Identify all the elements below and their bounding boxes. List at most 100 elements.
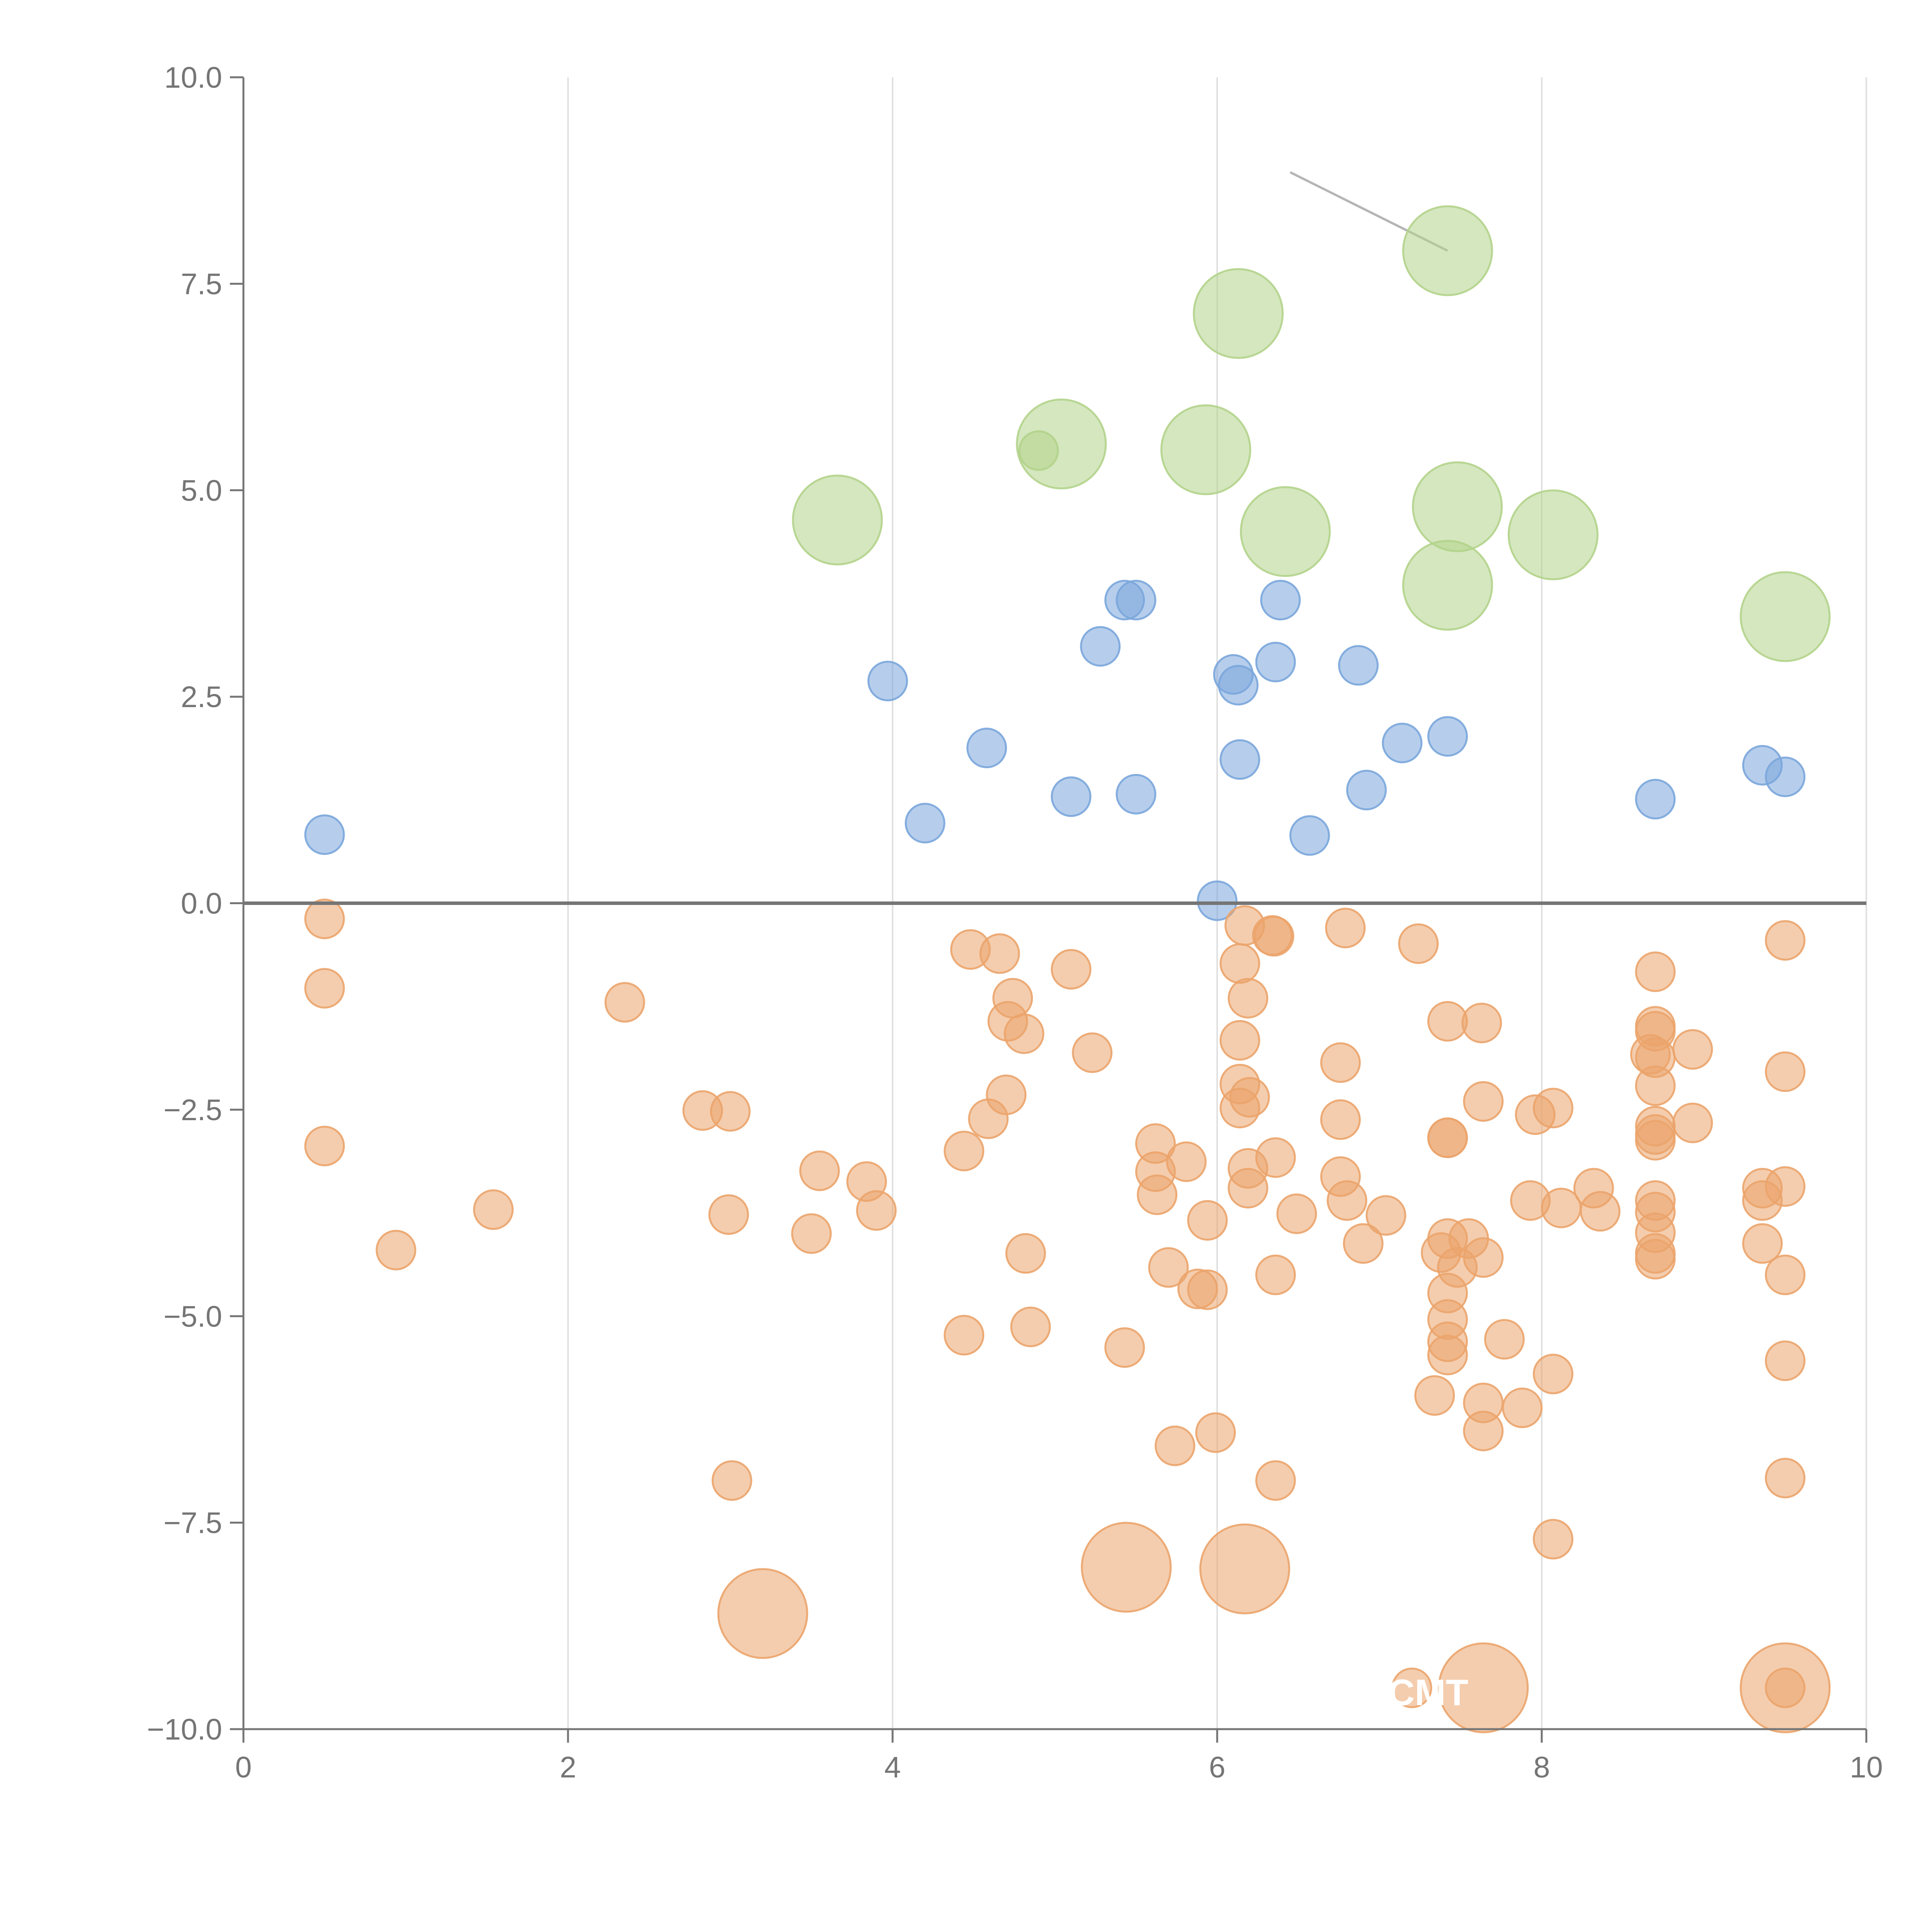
data-point xyxy=(1218,665,1259,706)
data-point xyxy=(1765,920,1806,961)
data-point xyxy=(1320,1099,1361,1140)
data-point xyxy=(966,728,1007,769)
data-point xyxy=(1197,880,1238,921)
data-point xyxy=(944,1315,985,1355)
data-point xyxy=(1580,1191,1621,1232)
data-point xyxy=(1463,1237,1504,1278)
data-point xyxy=(1010,1306,1051,1347)
data-point xyxy=(1635,1239,1676,1280)
data-point xyxy=(1412,461,1503,552)
data-point xyxy=(1276,1193,1317,1234)
data-point xyxy=(856,1190,897,1231)
data-point xyxy=(1463,1081,1504,1122)
data-point xyxy=(1289,815,1330,856)
data-point xyxy=(1507,489,1599,580)
data-point xyxy=(799,1150,840,1191)
data-point xyxy=(1255,641,1296,682)
data-point xyxy=(1463,1410,1504,1451)
data-point xyxy=(1502,1388,1543,1429)
data-point xyxy=(1148,1247,1189,1288)
data-point xyxy=(1765,1458,1806,1498)
data-point xyxy=(304,968,345,1009)
data-point xyxy=(1116,774,1156,815)
data-point xyxy=(1104,1327,1145,1368)
data-point xyxy=(979,933,1020,974)
data-point xyxy=(1166,1141,1207,1182)
y-tick-label: 5.0 xyxy=(181,474,222,507)
data-point xyxy=(905,803,946,844)
y-tick-label: 7.5 xyxy=(181,267,222,301)
data-point xyxy=(1320,1042,1361,1083)
x-tick-label: 6 xyxy=(1209,1751,1226,1784)
data-point xyxy=(1438,1642,1529,1733)
data-point xyxy=(1199,1523,1290,1614)
data-point xyxy=(1343,1223,1384,1264)
data-point xyxy=(304,814,345,855)
data-point xyxy=(791,1213,832,1254)
data-point xyxy=(1240,486,1331,577)
data-point xyxy=(1391,1667,1432,1708)
data-point xyxy=(1260,580,1301,621)
data-point xyxy=(1327,1180,1367,1221)
data-point xyxy=(304,1126,345,1167)
data-point xyxy=(1635,951,1676,992)
data-point xyxy=(604,982,645,1023)
data-point xyxy=(1228,978,1269,1019)
data-point xyxy=(1137,1174,1178,1215)
x-tick-label: 10 xyxy=(1850,1751,1883,1784)
x-tick-label: 0 xyxy=(235,1751,252,1784)
data-point xyxy=(944,1131,985,1172)
data-point xyxy=(1219,1020,1260,1061)
data-point xyxy=(1195,1412,1236,1453)
y-tick-label: 0.0 xyxy=(181,887,222,920)
data-point xyxy=(1635,779,1676,820)
annotations: CMT xyxy=(1388,1672,1468,1713)
data-point xyxy=(1255,1254,1296,1295)
data-point xyxy=(1072,1032,1113,1073)
data-point xyxy=(1740,1642,1831,1733)
data-point xyxy=(711,1460,752,1501)
data-point xyxy=(1484,1319,1525,1360)
data-point xyxy=(1051,949,1092,990)
data-point xyxy=(1219,739,1260,780)
y-tick-label: 10.0 xyxy=(164,61,222,94)
y-tick-label: −10.0 xyxy=(147,1713,222,1746)
data-point xyxy=(986,1074,1027,1115)
data-point xyxy=(1187,1200,1228,1241)
data-point xyxy=(992,978,1033,1019)
data-point xyxy=(1016,398,1107,490)
data-point xyxy=(867,661,908,702)
data-points xyxy=(304,205,1831,1733)
data-point xyxy=(1193,268,1284,359)
data-point xyxy=(710,1091,751,1132)
data-point xyxy=(1765,1254,1806,1295)
data-point xyxy=(304,898,345,939)
data-point xyxy=(1742,1223,1783,1264)
data-point xyxy=(1255,1460,1296,1501)
data-point xyxy=(1366,1195,1406,1236)
data-point xyxy=(1635,1120,1676,1161)
y-tick-label: −5.0 xyxy=(163,1300,222,1333)
data-point xyxy=(1219,943,1260,984)
data-point xyxy=(1765,756,1806,797)
data-point xyxy=(1005,1233,1046,1274)
data-point xyxy=(792,474,883,566)
data-point xyxy=(1427,1001,1468,1042)
data-point xyxy=(1672,1029,1713,1070)
data-point xyxy=(1402,205,1493,296)
data-point xyxy=(1325,908,1366,949)
data-point xyxy=(1427,1117,1468,1158)
axes: −10.0 −7.5 −5.0 −2.5 0.0 2.5 5.0 7.5 10.0 0 2 4 6 8 10 xyxy=(147,61,1883,1784)
data-point xyxy=(1635,1065,1676,1106)
data-point xyxy=(1765,1051,1806,1092)
data-point xyxy=(376,1230,417,1270)
data-point xyxy=(1346,770,1387,811)
data-point xyxy=(473,1189,514,1230)
data-point xyxy=(1740,571,1831,662)
data-point xyxy=(1414,1375,1455,1416)
data-point xyxy=(1155,1425,1196,1466)
data-point xyxy=(1398,923,1439,964)
data-point xyxy=(1080,626,1121,667)
data-point xyxy=(1532,1354,1573,1395)
